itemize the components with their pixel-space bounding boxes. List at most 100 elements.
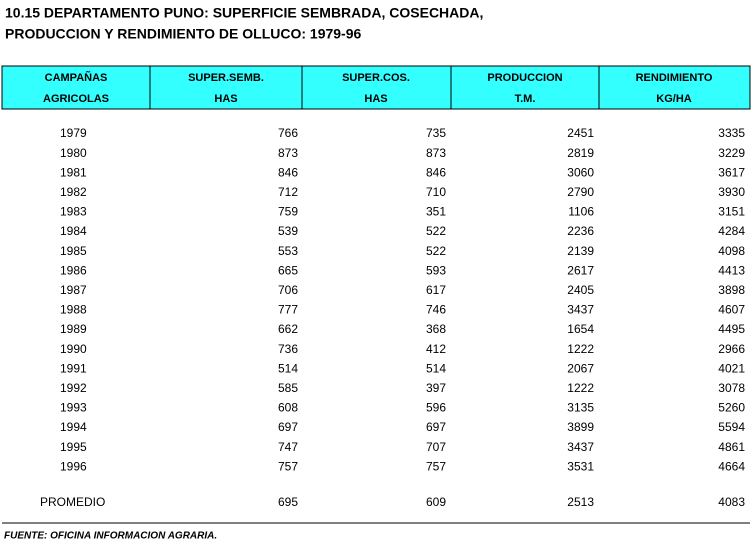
year-cell: 1986 — [60, 263, 87, 277]
value-cell: 665 — [278, 263, 298, 277]
value-cell: 747 — [278, 440, 298, 454]
value-cell: 1654 — [567, 322, 594, 336]
value-cell: 553 — [278, 244, 298, 258]
value-cell: 873 — [278, 146, 298, 160]
average-cell: 4083 — [718, 495, 745, 509]
value-cell: 3437 — [567, 303, 594, 317]
value-cell: 777 — [278, 303, 298, 317]
value-cell: 846 — [278, 165, 298, 179]
value-cell: 707 — [426, 440, 446, 454]
year-cell: 1990 — [60, 342, 87, 356]
year-cell: 1983 — [60, 205, 87, 219]
value-cell: 3335 — [718, 126, 745, 140]
value-cell: 736 — [278, 342, 298, 356]
value-cell: 1106 — [568, 205, 594, 219]
value-cell: 3899 — [567, 420, 594, 434]
average-cell: 609 — [426, 495, 446, 509]
year-cell: 1980 — [60, 146, 87, 160]
value-cell: 617 — [426, 283, 446, 297]
header-box — [1, 65, 751, 110]
value-cell: 514 — [278, 361, 298, 375]
value-cell: 596 — [426, 401, 446, 415]
value-cell: 522 — [426, 224, 446, 238]
year-cell: 1992 — [60, 381, 87, 395]
year-cell: 1982 — [60, 185, 87, 199]
column-header: HAS — [364, 93, 387, 105]
value-cell: 3060 — [567, 165, 594, 179]
value-cell: 2790 — [567, 185, 594, 199]
value-cell: 710 — [426, 185, 446, 199]
value-cell: 539 — [278, 224, 298, 238]
value-cell: 2451 — [567, 126, 594, 140]
year-cell: 1989 — [60, 322, 87, 336]
year-cell: 1985 — [60, 244, 87, 258]
value-cell: 351 — [426, 205, 446, 219]
year-cell: 1984 — [60, 224, 87, 238]
year-cell: 1979 — [60, 126, 87, 140]
value-cell: 3437 — [567, 440, 594, 454]
value-cell: 766 — [278, 126, 298, 140]
column-header: HAS — [214, 93, 237, 105]
column-header: T.M. — [515, 93, 536, 105]
value-cell: 2405 — [567, 283, 594, 297]
value-cell: 735 — [426, 126, 446, 140]
value-cell: 697 — [426, 420, 446, 434]
title-line: 10.15 DEPARTAMENTO PUNO: SUPERFICIE SEMB… — [5, 5, 483, 21]
value-cell: 5260 — [718, 401, 745, 415]
year-cell: 1993 — [60, 401, 87, 415]
footnote: FUENTE: OFICINA INFORMACION AGRARIA. — [4, 531, 217, 542]
value-cell: 3229 — [718, 146, 745, 160]
value-cell: 514 — [426, 361, 446, 375]
value-cell: 3531 — [567, 459, 594, 473]
column-header: SUPER.COS. — [342, 72, 410, 84]
value-cell: 759 — [278, 205, 298, 219]
value-cell: 397 — [426, 381, 446, 395]
value-cell: 757 — [426, 459, 446, 473]
value-cell: 2617 — [567, 263, 594, 277]
column-header: AGRICOLAS — [43, 93, 109, 105]
column-header: KG/HA — [656, 93, 692, 105]
average-cell: 695 — [278, 495, 298, 509]
value-cell: 412 — [426, 342, 446, 356]
value-cell: 1222 — [567, 381, 594, 395]
value-cell: 712 — [278, 185, 298, 199]
value-cell: 4098 — [718, 244, 745, 258]
average-label: PROMEDIO — [40, 495, 105, 509]
year-cell: 1995 — [60, 440, 87, 454]
year-cell: 1991 — [60, 361, 87, 375]
value-cell: 3617 — [718, 165, 745, 179]
value-cell: 3930 — [718, 185, 745, 199]
value-cell: 3078 — [718, 381, 745, 395]
value-cell: 2139 — [567, 244, 594, 258]
value-cell: 585 — [278, 381, 298, 395]
value-cell: 757 — [278, 459, 298, 473]
value-cell: 1222 — [567, 342, 594, 356]
value-cell: 2966 — [718, 342, 745, 356]
value-cell: 608 — [278, 401, 298, 415]
value-cell: 5594 — [718, 420, 745, 434]
column-header: SUPER.SEMB. — [188, 72, 264, 84]
value-cell: 4021 — [718, 361, 745, 375]
value-cell: 4413 — [718, 263, 745, 277]
value-cell: 4284 — [718, 224, 745, 238]
value-cell: 3151 — [718, 205, 745, 219]
value-cell: 697 — [278, 420, 298, 434]
year-cell: 1994 — [60, 420, 87, 434]
value-cell: 4861 — [718, 440, 745, 454]
value-cell: 3135 — [567, 401, 594, 415]
value-cell: 2236 — [567, 224, 594, 238]
value-cell: 4607 — [718, 303, 745, 317]
value-cell: 846 — [426, 165, 446, 179]
year-cell: 1996 — [60, 459, 87, 473]
year-cell: 1987 — [60, 283, 87, 297]
column-header: PRODUCCION — [487, 72, 562, 84]
value-cell: 4495 — [718, 322, 745, 336]
value-cell: 3898 — [718, 283, 745, 297]
value-cell: 368 — [426, 322, 446, 336]
year-cell: 1981 — [60, 165, 87, 179]
value-cell: 662 — [278, 322, 298, 336]
value-cell: 706 — [278, 283, 298, 297]
value-cell: 593 — [426, 263, 446, 277]
value-cell: 2819 — [567, 146, 594, 160]
